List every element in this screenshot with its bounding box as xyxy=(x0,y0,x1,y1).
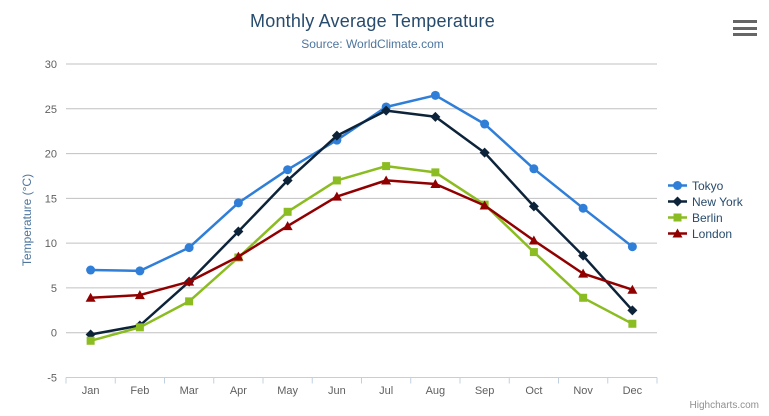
data-point-london[interactable] xyxy=(479,200,490,210)
credits-link[interactable]: Highcharts.com xyxy=(689,400,759,411)
y-tick-label: 0 xyxy=(51,328,57,340)
series-new-york xyxy=(85,105,638,340)
data-point-tokyo[interactable] xyxy=(480,119,490,129)
data-point-tokyo[interactable] xyxy=(430,90,440,100)
legend-marker-shape[interactable] xyxy=(673,181,682,190)
data-point-berlin[interactable] xyxy=(283,207,292,216)
data-point-new-york[interactable] xyxy=(282,175,293,186)
legend-item-new-york[interactable]: New York xyxy=(667,194,743,209)
data-point-tokyo[interactable] xyxy=(283,165,293,175)
data-point-berlin[interactable] xyxy=(332,176,341,185)
data-point-berlin[interactable] xyxy=(135,323,144,332)
y-tick-label: 10 xyxy=(45,238,57,250)
legend-marker-shape[interactable] xyxy=(673,213,682,222)
series-london xyxy=(85,175,638,302)
x-tick-label: Jul xyxy=(379,385,393,397)
y-tick-label: 5 xyxy=(51,283,57,295)
legend-label: New York xyxy=(692,194,743,209)
x-tick-label: Apr xyxy=(230,385,247,397)
y-tick-label: 30 xyxy=(45,59,57,71)
data-point-london[interactable] xyxy=(282,221,293,231)
data-point-tokyo[interactable] xyxy=(578,203,588,213)
legend-marker-square-icon xyxy=(668,213,687,222)
data-point-tokyo[interactable] xyxy=(233,198,243,208)
y-tick-label: -5 xyxy=(47,373,57,385)
x-tick-label: Mar xyxy=(180,385,199,397)
legend-label: Berlin xyxy=(692,210,723,225)
x-tick-label: Sep xyxy=(475,385,495,397)
data-point-new-york[interactable] xyxy=(528,201,539,212)
series-line-london[interactable] xyxy=(89,179,634,300)
y-tick-label: 15 xyxy=(45,193,57,205)
legend-marker-shape[interactable] xyxy=(672,196,683,207)
data-point-london[interactable] xyxy=(381,175,392,185)
legend-label: Tokyo xyxy=(692,178,724,193)
data-point-tokyo[interactable] xyxy=(135,266,145,276)
x-tick-label: May xyxy=(277,385,298,397)
data-point-berlin[interactable] xyxy=(185,297,194,306)
legend-item-berlin[interactable]: Berlin xyxy=(667,210,743,225)
data-point-london[interactable] xyxy=(184,276,195,286)
data-point-tokyo[interactable] xyxy=(529,164,539,174)
data-point-new-york[interactable] xyxy=(627,305,638,316)
chart-subtitle: Source: WorldClimate.com xyxy=(301,37,444,51)
menu-bar xyxy=(733,33,757,36)
data-point-tokyo[interactable] xyxy=(184,243,194,253)
data-point-tokyo[interactable] xyxy=(86,265,96,275)
legend-marker-triangle-icon xyxy=(668,228,687,238)
series-line-berlin[interactable] xyxy=(89,164,634,343)
data-point-berlin[interactable] xyxy=(431,168,440,177)
x-tick-label: Dec xyxy=(623,385,643,397)
x-tick-label: Nov xyxy=(573,385,593,397)
data-point-berlin[interactable] xyxy=(529,248,538,257)
series-line-new-york[interactable] xyxy=(89,109,634,336)
data-point-berlin[interactable] xyxy=(86,336,95,345)
series-tokyo xyxy=(86,90,637,276)
x-tick-label: Feb xyxy=(130,385,149,397)
x-tick-label: Jun xyxy=(328,385,346,397)
series-line-tokyo[interactable] xyxy=(89,94,634,273)
legend-marker-diamond-icon xyxy=(668,196,687,207)
x-tick-label: Jan xyxy=(82,385,100,397)
data-point-london[interactable] xyxy=(627,284,638,294)
x-tick-label: Oct xyxy=(525,385,542,397)
menu-bar xyxy=(733,20,757,23)
data-point-berlin[interactable] xyxy=(628,319,637,328)
y-tick-label: 25 xyxy=(45,104,57,116)
y-axis-title: Temperature (°C) xyxy=(20,173,34,267)
data-point-new-york[interactable] xyxy=(233,226,244,237)
data-point-new-york[interactable] xyxy=(381,105,392,116)
data-point-new-york[interactable] xyxy=(331,130,342,141)
legend-marker-shape[interactable] xyxy=(672,228,683,238)
data-point-london[interactable] xyxy=(578,268,589,278)
legend-label: London xyxy=(692,226,733,241)
data-point-london[interactable] xyxy=(528,235,539,245)
data-point-london[interactable] xyxy=(331,191,342,201)
data-point-london[interactable] xyxy=(233,251,244,261)
data-point-new-york[interactable] xyxy=(430,111,441,122)
data-point-tokyo[interactable] xyxy=(627,242,637,252)
hamburger-menu-icon[interactable] xyxy=(733,20,757,36)
legend-marker-circle-icon xyxy=(668,181,687,190)
menu-bar xyxy=(733,26,757,30)
data-point-berlin[interactable] xyxy=(382,162,391,171)
legend: Tokyo New York Berlin London xyxy=(667,179,743,243)
data-point-berlin[interactable] xyxy=(579,293,588,302)
data-point-new-york[interactable] xyxy=(578,250,589,261)
chart-title: Monthly Average Temperature xyxy=(250,11,495,31)
x-tick-label: Aug xyxy=(426,385,446,397)
data-point-london[interactable] xyxy=(85,292,96,302)
legend-item-london[interactable]: London xyxy=(667,226,743,241)
data-point-london[interactable] xyxy=(430,179,441,189)
y-tick-label: 20 xyxy=(45,149,57,161)
legend-item-tokyo[interactable]: Tokyo xyxy=(667,178,743,193)
data-point-london[interactable] xyxy=(134,290,145,300)
data-point-new-york[interactable] xyxy=(479,147,490,158)
